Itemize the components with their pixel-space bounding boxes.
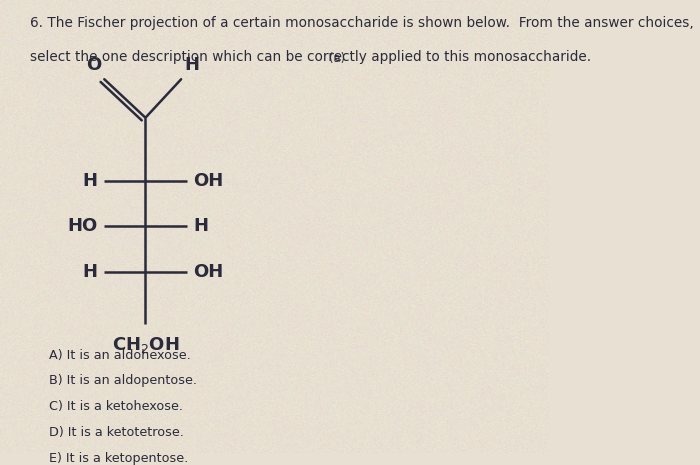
- Text: OH: OH: [193, 172, 223, 190]
- Text: C) It is a ketohexose.: C) It is a ketohexose.: [50, 400, 183, 413]
- Text: A) It is an aldohexose.: A) It is an aldohexose.: [50, 349, 191, 362]
- Text: 6. The Fischer projection of a certain monosaccharide is shown below.  From the : 6. The Fischer projection of a certain m…: [30, 16, 694, 30]
- Text: HO: HO: [67, 217, 98, 235]
- Text: OH: OH: [193, 263, 223, 281]
- Text: select the one description which can be correctly applied to this monosaccharide: select the one description which can be …: [30, 50, 592, 64]
- Text: (a): (a): [329, 52, 346, 65]
- Text: H: H: [83, 263, 98, 281]
- Text: D) It is a ketotetrose.: D) It is a ketotetrose.: [50, 426, 184, 439]
- Text: H: H: [193, 217, 208, 235]
- Text: B) It is an aldopentose.: B) It is an aldopentose.: [50, 374, 197, 387]
- Text: H: H: [83, 172, 98, 190]
- Text: H: H: [184, 56, 199, 74]
- Text: O: O: [86, 56, 101, 74]
- Text: CH$_2$OH: CH$_2$OH: [111, 335, 179, 355]
- Text: E) It is a ketopentose.: E) It is a ketopentose.: [50, 452, 189, 465]
